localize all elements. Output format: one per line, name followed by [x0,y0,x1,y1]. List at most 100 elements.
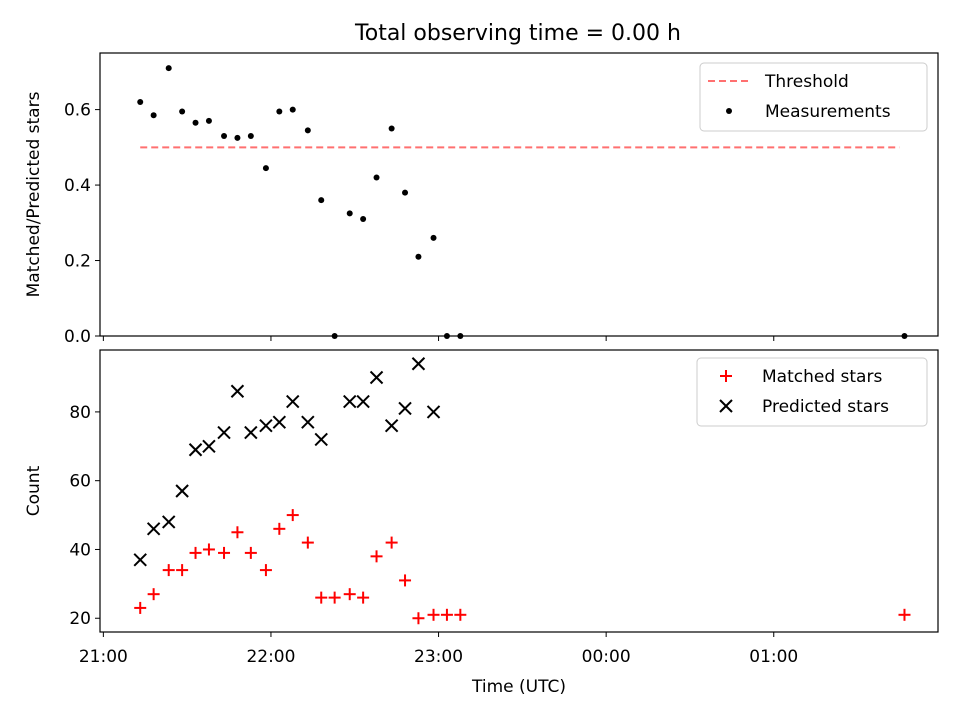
data-point [301,415,315,429]
marker-stroke [230,384,245,398]
marker-stroke [217,425,231,440]
legend: Threshold Measurements [699,62,928,132]
data-point [426,405,441,419]
marker-stroke [314,432,328,447]
data-point [369,370,384,385]
data-point [402,189,409,196]
data-point [276,108,283,115]
y-tick-label: 40 [69,540,91,560]
data-point [357,591,370,604]
marker-stroke [343,394,357,409]
data-point [202,543,215,556]
marker-stroke [133,553,147,567]
data-point [244,546,257,559]
data-point [286,394,300,409]
data-point [244,425,258,440]
marker-stroke [272,415,287,429]
data-point [176,564,189,577]
data-point [901,333,908,339]
marker-stroke [301,415,315,429]
legend: Matched stars Predicted stars [696,357,928,427]
y-tick-label: 80 [69,403,91,423]
marker-stroke [286,394,300,409]
marker-stroke [426,405,441,419]
data-point [385,536,398,549]
y-tick-label: 0.4 [64,176,91,196]
data-point [134,601,147,614]
marker-stroke [719,399,733,413]
data-point [231,526,244,539]
data-point [234,134,241,141]
x-tick-label: 00:00 [582,647,631,667]
series-matched-stars [134,509,911,625]
data-point [259,564,272,577]
marker-stroke [411,357,426,371]
data-point [399,574,412,587]
data-point [162,564,175,577]
data-point [331,333,338,339]
bottom-panel-counts: 21:00 22:00 23:00 00:00 01:00 20 40 60 80 Count Ti… [24,349,939,697]
marker-stroke [202,439,216,453]
legend-label: Matched stars [762,367,882,387]
data-point [202,439,216,453]
data-point [430,234,437,241]
data-point [415,253,422,260]
chart-title: Total observing time = 0.00 h [354,21,681,46]
data-point [273,522,286,535]
marker-stroke [162,515,176,529]
legend-label: Predicted stars [762,397,889,417]
data-point [343,394,357,409]
data-point [221,133,228,140]
data-point [427,608,440,621]
data-point [457,333,464,339]
data-point [162,515,176,529]
marker-stroke [175,484,189,498]
data-point [346,210,353,217]
data-point [384,418,399,433]
data-point [360,216,367,223]
data-point [272,415,287,429]
data-point [175,484,189,498]
data-point [898,608,911,621]
legend-label: Threshold [764,72,849,92]
legend-label: Measurements [765,102,891,122]
top-panel-ratio: 0.0 0.2 0.4 0.6 Matched/Predicted stars Thres… [24,52,939,347]
data-point [398,401,412,416]
data-point [179,108,186,115]
marker-stroke [188,443,203,457]
data-point [343,588,356,601]
marker-stroke [146,522,161,536]
y-axis-label: Count [24,465,44,516]
data-point [443,333,450,339]
data-point [247,133,254,140]
data-point [259,418,273,433]
data-point [370,550,383,563]
data-point [304,127,311,134]
marker-stroke [384,418,399,433]
data-point [373,174,380,181]
legend-box [699,62,928,132]
data-point [218,546,231,559]
data-point [289,106,296,113]
data-point [137,99,144,106]
series-measurements [137,65,908,339]
y-tick-label: 20 [69,609,91,629]
legend-marker [719,399,733,413]
x-tick-label: 23:00 [414,647,463,667]
data-point [230,384,245,398]
y-tick-label: 0.2 [64,252,91,272]
data-point [146,522,161,536]
data-point [318,197,325,204]
x-axis-label: Time (UTC) [471,677,566,697]
data-point [165,65,172,72]
data-point [411,357,426,371]
data-point [133,553,147,567]
data-point [286,509,299,522]
data-point [315,591,328,604]
data-point [412,612,425,625]
y-tick-label: 0.6 [64,101,91,121]
legend-marker [720,370,732,382]
data-point [147,588,160,601]
